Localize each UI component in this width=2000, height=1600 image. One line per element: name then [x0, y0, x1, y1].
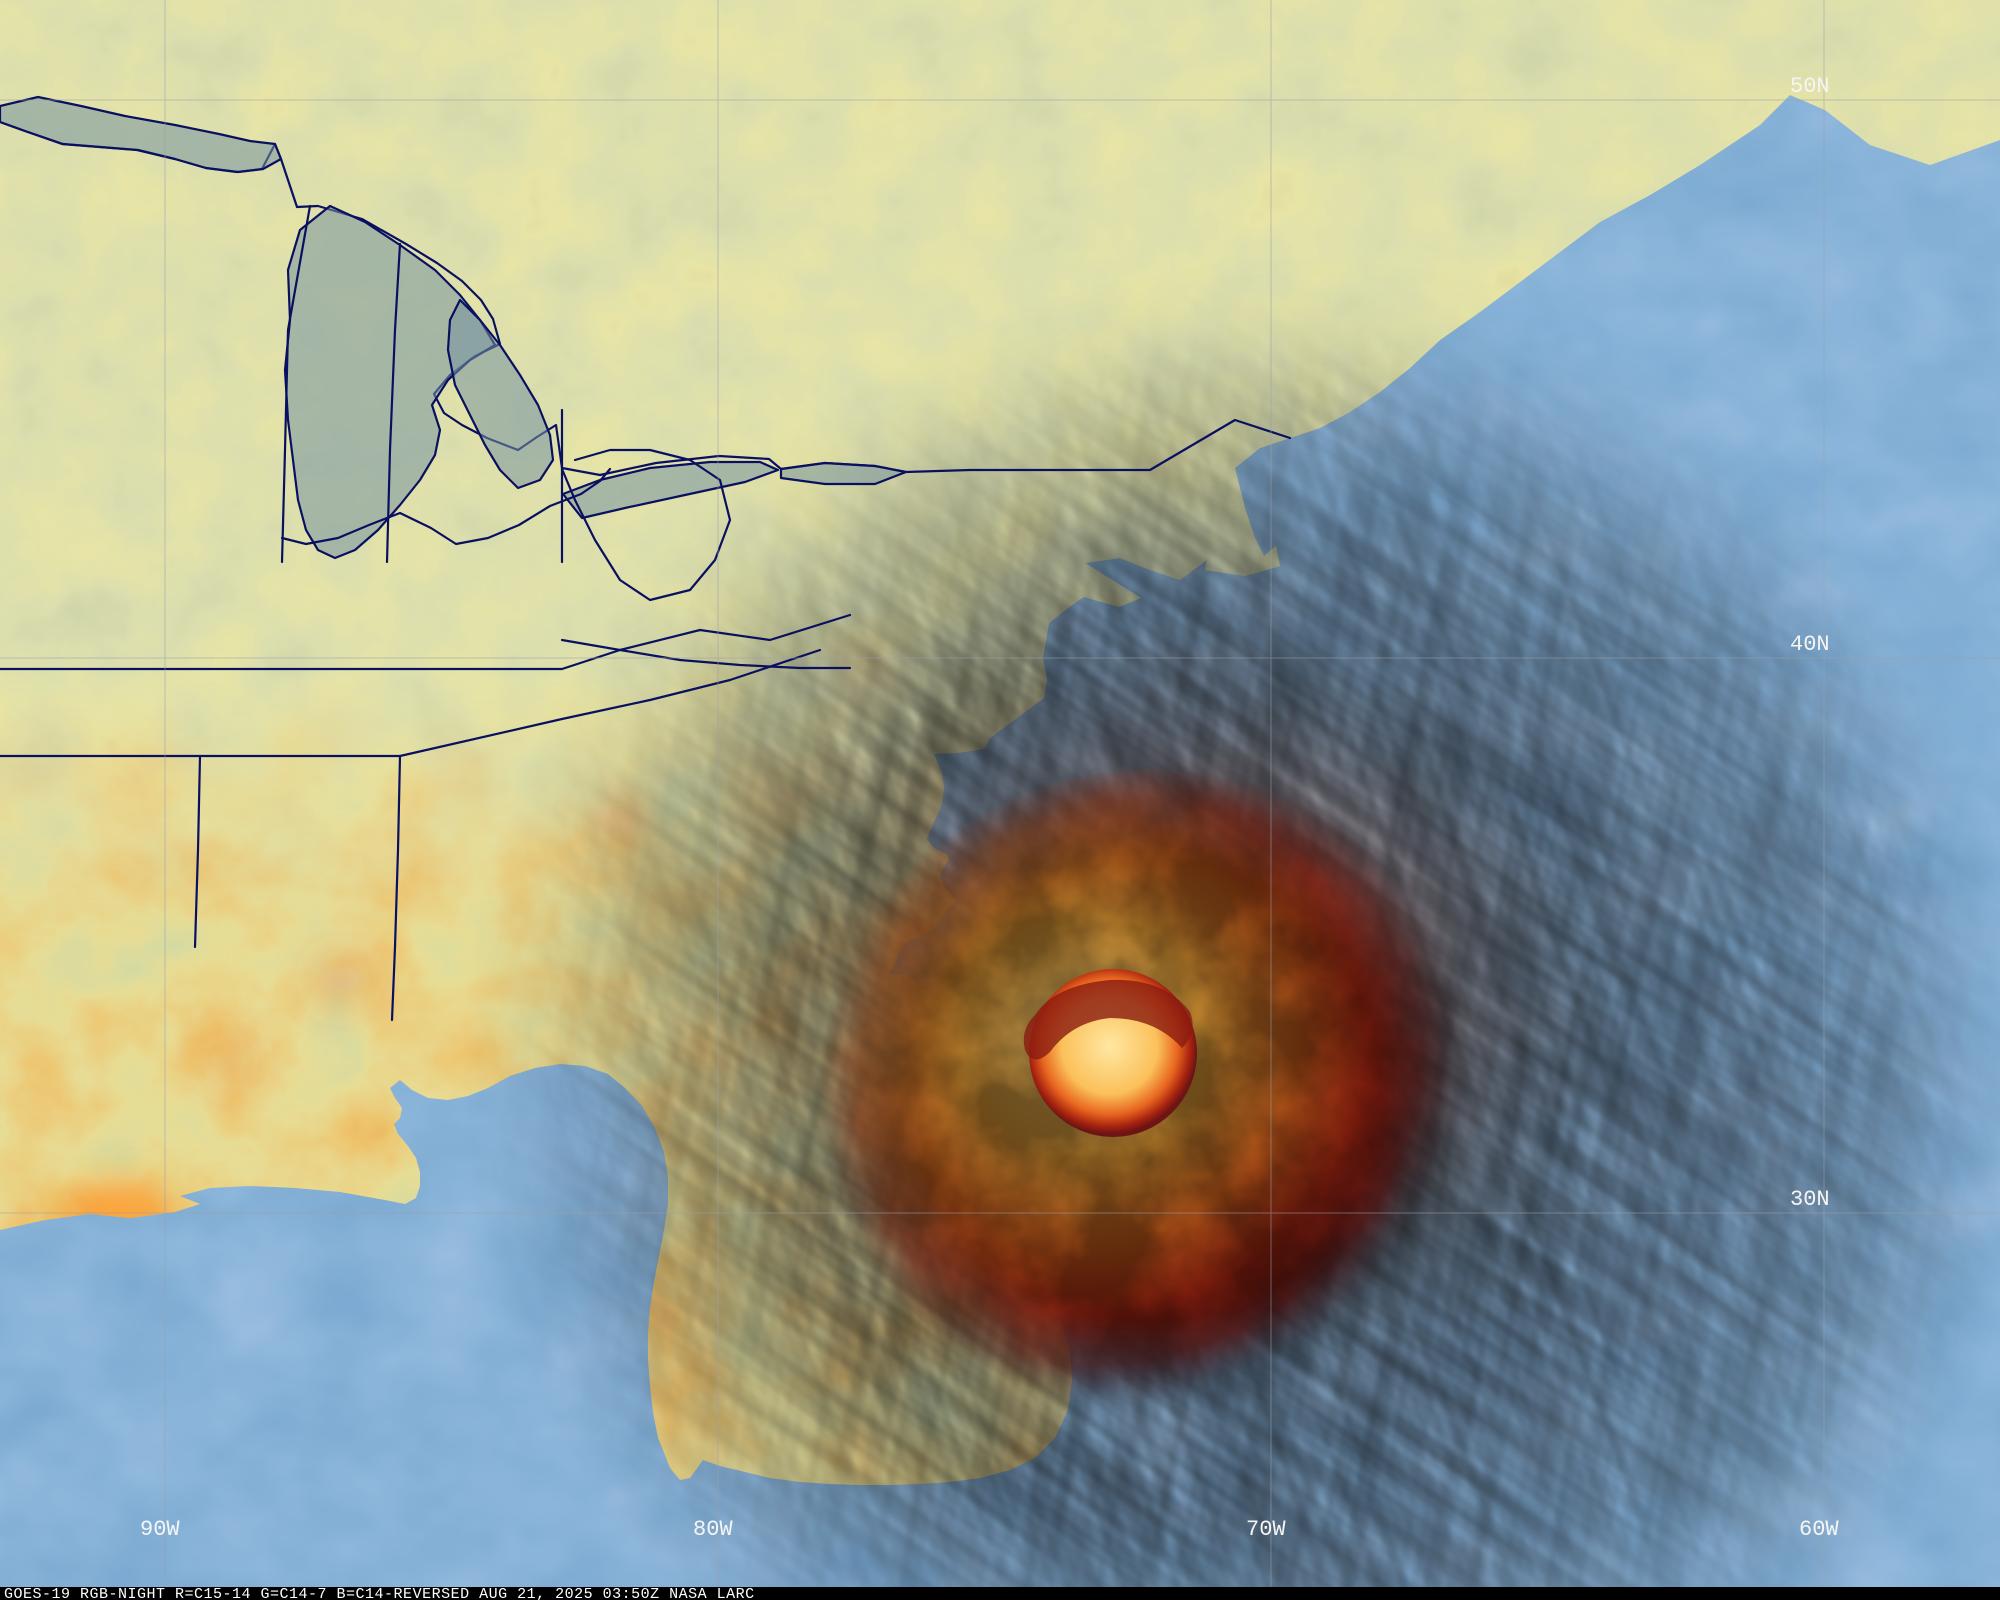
svg-text:GOES-19 RGB-NIGHT R=C15-14 G: GOES-19 RGB-NIGHT R=C15-14 G=C14-7 B=C14…	[4, 1586, 755, 1600]
